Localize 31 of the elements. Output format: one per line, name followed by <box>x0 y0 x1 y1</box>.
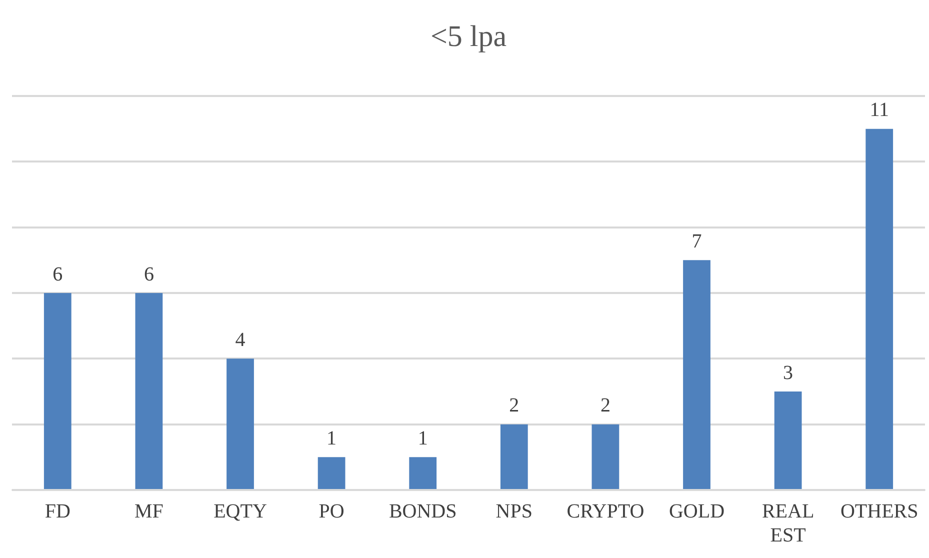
data-label: 2 <box>509 394 520 417</box>
x-tick-label: GOLD <box>668 500 725 522</box>
data-label: 3 <box>783 362 794 384</box>
bar <box>500 424 528 489</box>
x-tick-label: OTHERS <box>840 500 918 522</box>
data-label: 4 <box>235 328 246 351</box>
data-label: 6 <box>52 263 63 286</box>
chart-title: <5 lpa <box>430 20 507 53</box>
bar <box>135 293 163 489</box>
x-tick-label: NPS <box>496 500 532 522</box>
bar <box>774 392 802 489</box>
data-label: 6 <box>144 263 154 286</box>
x-tick-label: EQTY <box>214 500 267 522</box>
data-label: 2 <box>600 394 610 417</box>
x-tick-label: PO <box>318 500 344 522</box>
x-tick-label: REAL EST <box>762 500 814 546</box>
bar <box>226 358 254 489</box>
data-label: 11 <box>870 99 889 122</box>
data-label: 1 <box>326 427 337 450</box>
bar <box>409 457 437 489</box>
bar <box>683 260 710 489</box>
x-tick-label: MF <box>134 500 164 522</box>
data-label: 7 <box>692 230 702 252</box>
bar <box>592 424 620 489</box>
data-label: 1 <box>418 427 428 450</box>
x-tick-label: BONDS <box>388 500 457 522</box>
bar <box>866 128 894 489</box>
bar <box>44 293 72 489</box>
bar <box>318 457 346 489</box>
x-tick-label: CRYPTO <box>566 500 644 522</box>
x-tick-label: FD <box>44 500 70 522</box>
